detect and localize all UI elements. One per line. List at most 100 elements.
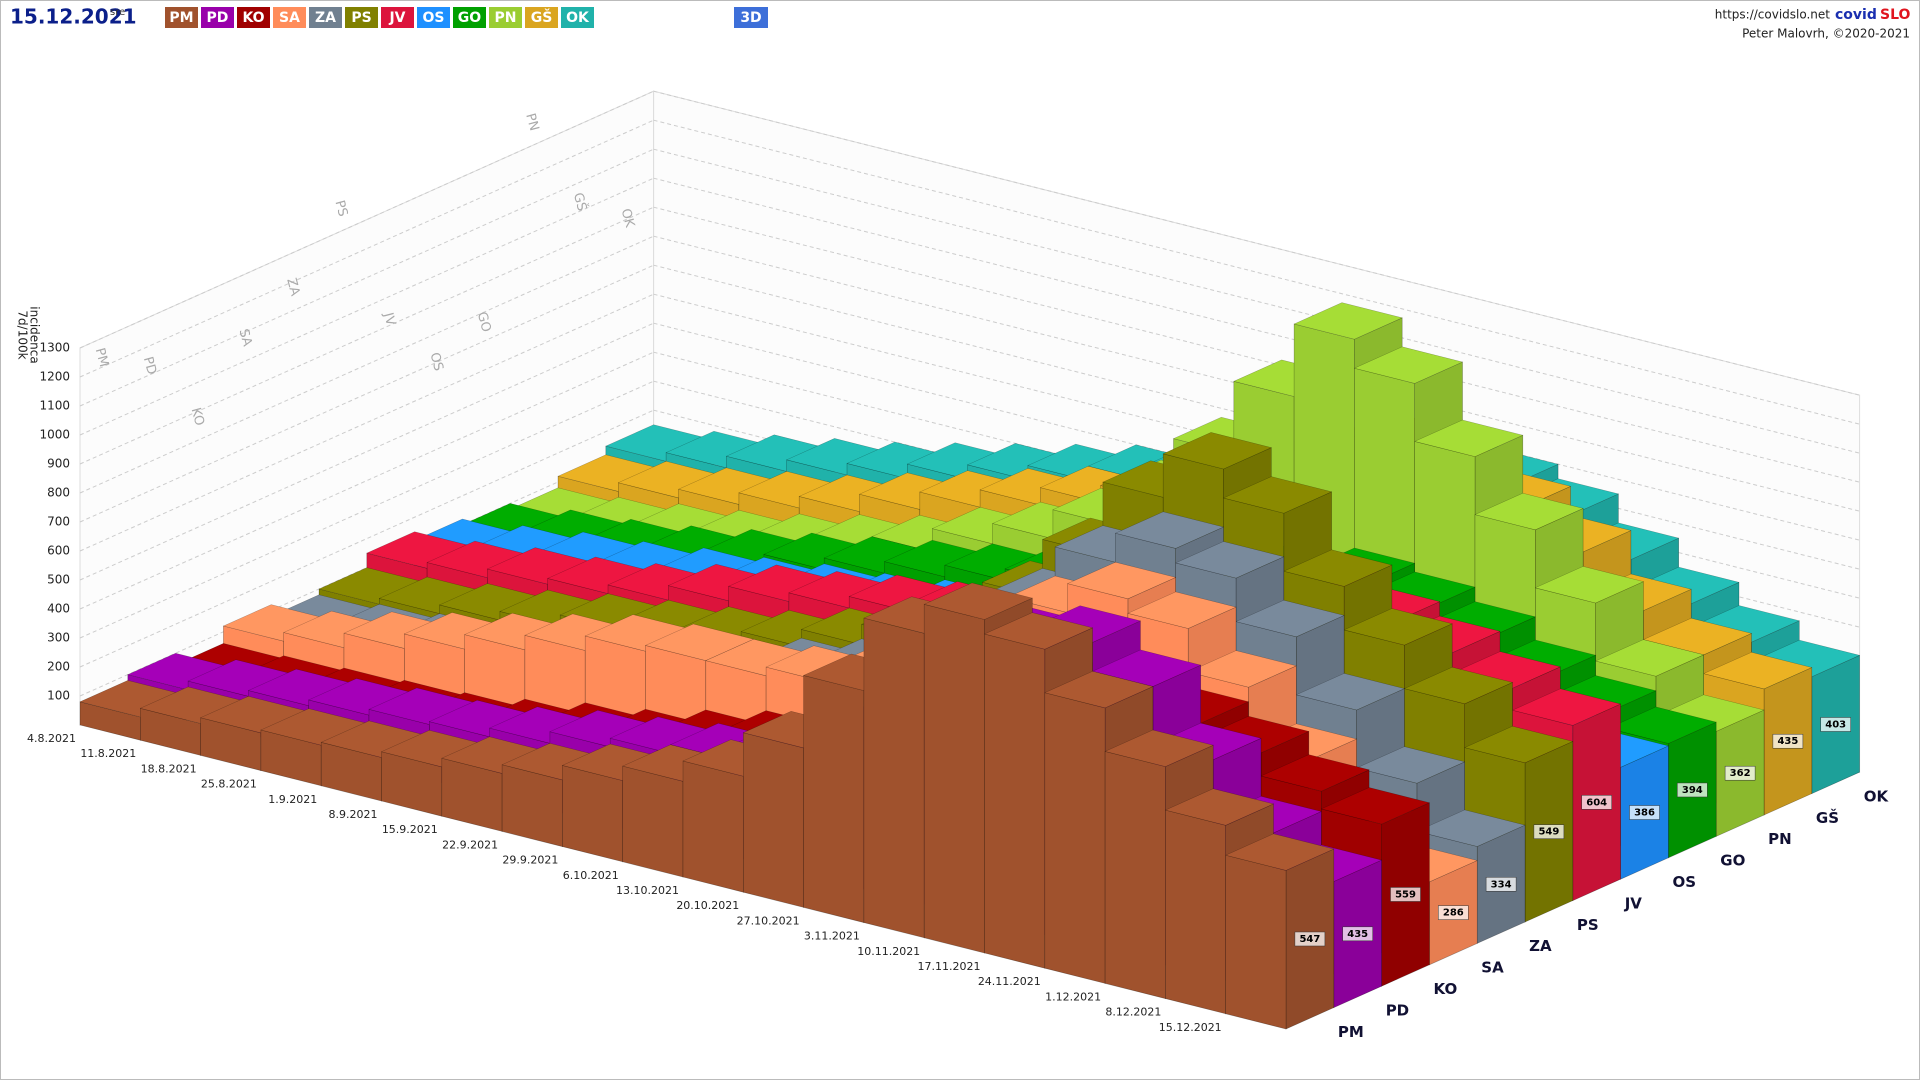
value-label-box xyxy=(1485,877,1517,892)
wall-region-label: GO xyxy=(474,310,494,334)
y-tick-label: 1000 xyxy=(39,428,70,442)
bar-front xyxy=(984,633,1046,969)
value-label: 403 xyxy=(1825,719,1846,730)
legend-label[interactable]: GŠ xyxy=(531,8,553,26)
bar-top xyxy=(1104,729,1214,767)
grid-line xyxy=(653,119,1860,425)
value-label-box xyxy=(1724,765,1756,781)
legend-label[interactable]: PS xyxy=(351,10,371,26)
y-tick-label: 1200 xyxy=(39,370,70,384)
region-label: OK xyxy=(1864,787,1890,805)
legend-label[interactable]: PM xyxy=(169,10,193,26)
x-tick-label: 15.12.2021 xyxy=(1159,1021,1222,1034)
value-label-box xyxy=(1294,931,1326,947)
mode-label[interactable]: 3D xyxy=(740,10,761,26)
y-tick-label: 500 xyxy=(47,573,70,587)
legend-label[interactable]: SA xyxy=(279,10,300,26)
y-label: incidenca xyxy=(28,306,42,363)
bar-top xyxy=(1164,788,1275,826)
bar-top xyxy=(1403,666,1514,705)
region-label: OS xyxy=(1673,873,1697,891)
legend-label[interactable]: JV xyxy=(388,10,405,26)
legend-label[interactable]: ZA xyxy=(315,10,336,26)
legend-label[interactable]: OS xyxy=(423,10,445,26)
legend-button[interactable] xyxy=(561,7,594,28)
y-tick-label: 800 xyxy=(47,486,70,500)
value-label-box xyxy=(1533,824,1565,839)
region-label: PS xyxy=(1577,916,1599,934)
wall-region-label: OK xyxy=(618,207,637,229)
region-label: SA xyxy=(1481,959,1504,977)
bar-top xyxy=(1413,419,1524,457)
legend-button[interactable] xyxy=(345,7,378,28)
value-label: 559 xyxy=(1395,889,1416,900)
bar-top xyxy=(1416,809,1526,847)
y-label: 7d/100k xyxy=(16,310,30,359)
x-tick-label: 15.9.2021 xyxy=(382,823,438,836)
x-tick-label: 24.11.2021 xyxy=(978,975,1041,988)
wall-region-label: JV xyxy=(380,310,398,327)
value-label: 286 xyxy=(1443,908,1464,919)
legend-button[interactable] xyxy=(381,7,414,28)
value-label: 435 xyxy=(1347,929,1368,940)
legend-label[interactable]: OK xyxy=(566,10,590,26)
y-tick-label: 200 xyxy=(47,660,70,674)
bar-top xyxy=(1343,608,1453,646)
bar-top xyxy=(1260,754,1370,792)
x-tick-label: 20.10.2021 xyxy=(676,899,739,912)
value-label-box xyxy=(1581,795,1612,810)
legend-button[interactable] xyxy=(525,7,558,28)
legend-button[interactable] xyxy=(201,7,234,28)
wall-region-label: OS xyxy=(426,351,445,373)
grid-line xyxy=(653,206,1860,512)
wall-region-label: KO xyxy=(188,406,207,427)
y-tick-label: 400 xyxy=(47,602,70,616)
value-label: 604 xyxy=(1586,797,1607,808)
url: https://covidslo.net xyxy=(1715,8,1831,22)
value-label: 394 xyxy=(1682,785,1703,796)
bar-front xyxy=(682,760,744,893)
mode-button[interactable] xyxy=(734,7,768,28)
legend-button[interactable] xyxy=(489,7,522,28)
bar-top xyxy=(1187,650,1298,688)
value-label: 334 xyxy=(1491,879,1512,890)
legend-button[interactable] xyxy=(309,7,342,28)
x-tick-label: 3.11.2021 xyxy=(804,930,860,943)
value-label: 549 xyxy=(1538,827,1559,838)
wall-region-label: ZA xyxy=(283,277,302,298)
legend-label[interactable]: KO xyxy=(242,10,264,26)
legend-label[interactable]: GO xyxy=(458,10,481,26)
y-tick-label: 1100 xyxy=(39,399,70,413)
legend-button[interactable] xyxy=(237,7,270,28)
x-tick-label: 8.12.2021 xyxy=(1105,1006,1161,1019)
bar-top xyxy=(1283,549,1393,587)
value-label-box xyxy=(1677,782,1708,798)
legend-button[interactable] xyxy=(273,7,306,28)
region-label: PD xyxy=(1386,1001,1409,1019)
y-tick-label: 300 xyxy=(47,631,70,645)
x-tick-label: 1.12.2021 xyxy=(1045,990,1101,1003)
region-label: KO xyxy=(1434,980,1458,998)
bar-front xyxy=(1044,692,1106,984)
bar-top xyxy=(1127,591,1237,629)
value-label: 547 xyxy=(1299,934,1320,945)
legend-button[interactable] xyxy=(417,7,450,28)
region-label: PN xyxy=(1768,830,1792,848)
legend-button[interactable] xyxy=(453,7,486,28)
legend-button[interactable] xyxy=(165,7,198,28)
x-tick-label: 11.8.2021 xyxy=(80,747,136,760)
bar-top xyxy=(1594,639,1705,677)
bar-front xyxy=(622,765,684,878)
bar-top xyxy=(1463,725,1574,764)
bar-front xyxy=(923,603,985,954)
legend-label[interactable]: PD xyxy=(207,10,229,26)
bar-front xyxy=(803,675,865,923)
region-label: GO xyxy=(1720,852,1745,870)
x-tick-label: 10.11.2021 xyxy=(857,945,920,958)
bar-top xyxy=(1320,787,1431,825)
bar-front xyxy=(1104,751,1166,999)
bar-top xyxy=(1511,688,1622,726)
y-tick-label: 600 xyxy=(47,544,70,558)
wall-region-label: PS xyxy=(331,199,350,218)
legend-label[interactable]: PN xyxy=(495,10,517,26)
